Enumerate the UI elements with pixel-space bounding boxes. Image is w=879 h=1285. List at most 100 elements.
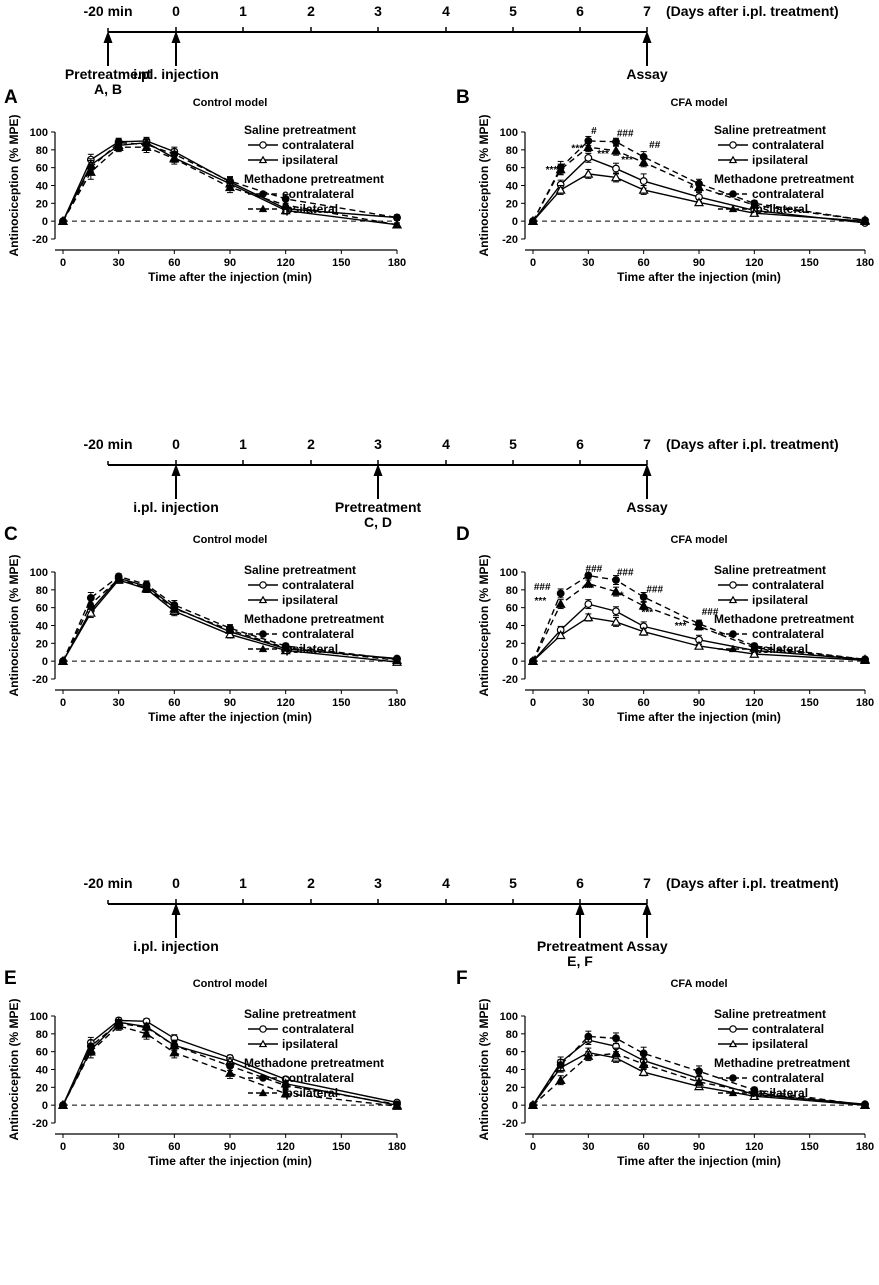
timeline-arrow-head [642, 31, 652, 43]
x-tick-label: 90 [224, 1141, 236, 1153]
chart-title: CFA model [670, 97, 727, 109]
chart-panel-C: C Control model -20 0 20 40 60 80 100 0 30 60 90 120 1… [4, 524, 406, 724]
y-tick-label: 40 [36, 620, 48, 632]
data-point [527, 215, 539, 225]
x-tick-label: 60 [168, 697, 180, 709]
series-4 [57, 141, 403, 229]
legend-label: ipsilateral [752, 642, 808, 656]
legend-group-title: Methadone pretreatment [714, 172, 854, 186]
significance-annotation: *** [582, 584, 594, 595]
data-point [583, 578, 594, 588]
significance-annotation: *** [571, 144, 583, 155]
series-line [62, 575, 398, 662]
legend-marker [259, 630, 267, 638]
significance-annotation: *** [535, 596, 547, 607]
data-point [169, 153, 180, 163]
x-axis-label: Time after the injection (min) [148, 270, 312, 284]
chart-panel-A: A Control model -20 0 20 40 60 80 100 0 30 60 90 120 1… [4, 87, 406, 284]
y-tick-label: 20 [506, 198, 518, 210]
x-tick-label: 180 [856, 1141, 874, 1153]
chart-panel-B: B CFA model -20 0 20 40 60 80 100 0 30 60 90 120 150 18… [456, 87, 874, 284]
legend-label: contralateral [282, 187, 354, 201]
legend-label: contralateral [752, 187, 824, 201]
series-4 [527, 578, 871, 665]
data-point [584, 1032, 593, 1041]
y-tick-label: -20 [32, 1118, 48, 1130]
timeline-3: -20 min 0 1 2 3 4 5 6 7 (Days after i.pl. treatme… [83, 875, 838, 969]
x-tick-label: 150 [332, 257, 350, 269]
data-point [113, 573, 124, 583]
y-tick-label: 80 [36, 145, 48, 157]
y-tick-label: 40 [506, 620, 518, 632]
legend-group-title: Saline pretreatment [714, 1007, 826, 1021]
y-tick-label: 80 [36, 585, 48, 597]
data-point [555, 598, 566, 608]
timeline-event-label: Pretreatment [335, 499, 422, 515]
legend: Saline pretreatment Methadone pretreatmen… [714, 563, 854, 656]
chart-title: Control model [193, 978, 268, 990]
data-point [224, 1067, 236, 1077]
y-tick-label: -20 [32, 234, 48, 246]
x-tick-label: 120 [276, 697, 294, 709]
legend-group-title: Saline pretreatment [244, 563, 356, 577]
series-line [62, 577, 398, 662]
series-line [532, 582, 866, 662]
series-line [62, 578, 398, 662]
y-tick-label: 100 [30, 127, 48, 139]
data-point [612, 164, 620, 173]
data-point [113, 141, 124, 151]
y-tick-label: 20 [506, 1082, 518, 1094]
timeline-start-label: -20 min [83, 875, 132, 891]
timeline-event-label: Assay [626, 499, 667, 515]
x-tick-label: 120 [745, 257, 763, 269]
timeline-1: -20 min 0 1 2 3 4 5 6 7 (Days after i.pl. treatme… [65, 3, 839, 97]
timeline-day-label: 0 [172, 436, 180, 452]
series-line [62, 1022, 398, 1106]
x-tick-label: 60 [638, 257, 650, 269]
x-tick-label: 120 [745, 697, 763, 709]
data-point [610, 145, 622, 155]
data-point [610, 586, 622, 596]
timeline-day-label: 4 [442, 436, 450, 452]
y-tick-label: 20 [36, 198, 48, 210]
y-tick-label: 20 [36, 1082, 48, 1094]
data-point [583, 612, 594, 622]
y-tick-label: 0 [42, 216, 48, 228]
y-tick-label: -20 [32, 674, 48, 686]
data-point [610, 616, 622, 626]
y-tick-label: 80 [506, 585, 518, 597]
y-tick-label: 60 [36, 163, 48, 175]
legend-marker [728, 155, 738, 164]
y-axis-label: Antinociception (% MPE) [7, 998, 21, 1140]
timeline-arrow-head [373, 464, 383, 476]
y-tick-label: 80 [506, 1029, 518, 1041]
x-tick-label: 60 [638, 697, 650, 709]
panel-letter: C [4, 524, 18, 545]
significance-annotation: *** [675, 621, 687, 632]
x-tick-label: 150 [332, 1141, 350, 1153]
data-point [638, 184, 649, 194]
timeline-arrow-head [171, 464, 181, 476]
data-point [85, 598, 96, 608]
series-line [532, 157, 866, 224]
data-point [859, 654, 871, 664]
x-tick-label: 120 [745, 1141, 763, 1153]
x-tick-label: 180 [388, 697, 406, 709]
y-tick-label: 60 [506, 603, 518, 615]
legend-marker [259, 581, 267, 589]
y-tick-label: 80 [36, 1029, 48, 1041]
x-tick-label: 180 [388, 1141, 406, 1153]
x-tick-label: 180 [856, 697, 874, 709]
series-line [532, 1039, 866, 1106]
legend-label: ipsilateral [282, 202, 338, 216]
data-point [749, 648, 760, 658]
chart-panel-F: F CFA model -20 0 20 40 60 80 100 0 30 60 90 120 150 18… [456, 968, 874, 1168]
data-point [610, 1048, 622, 1058]
legend-label: contralateral [752, 627, 824, 641]
series-4 [527, 1047, 871, 1109]
data-point [693, 1076, 705, 1086]
y-tick-label: 0 [512, 656, 518, 668]
data-point [141, 141, 152, 151]
legend-label: contralateral [282, 627, 354, 641]
timeline-day-label: 1 [239, 3, 247, 19]
